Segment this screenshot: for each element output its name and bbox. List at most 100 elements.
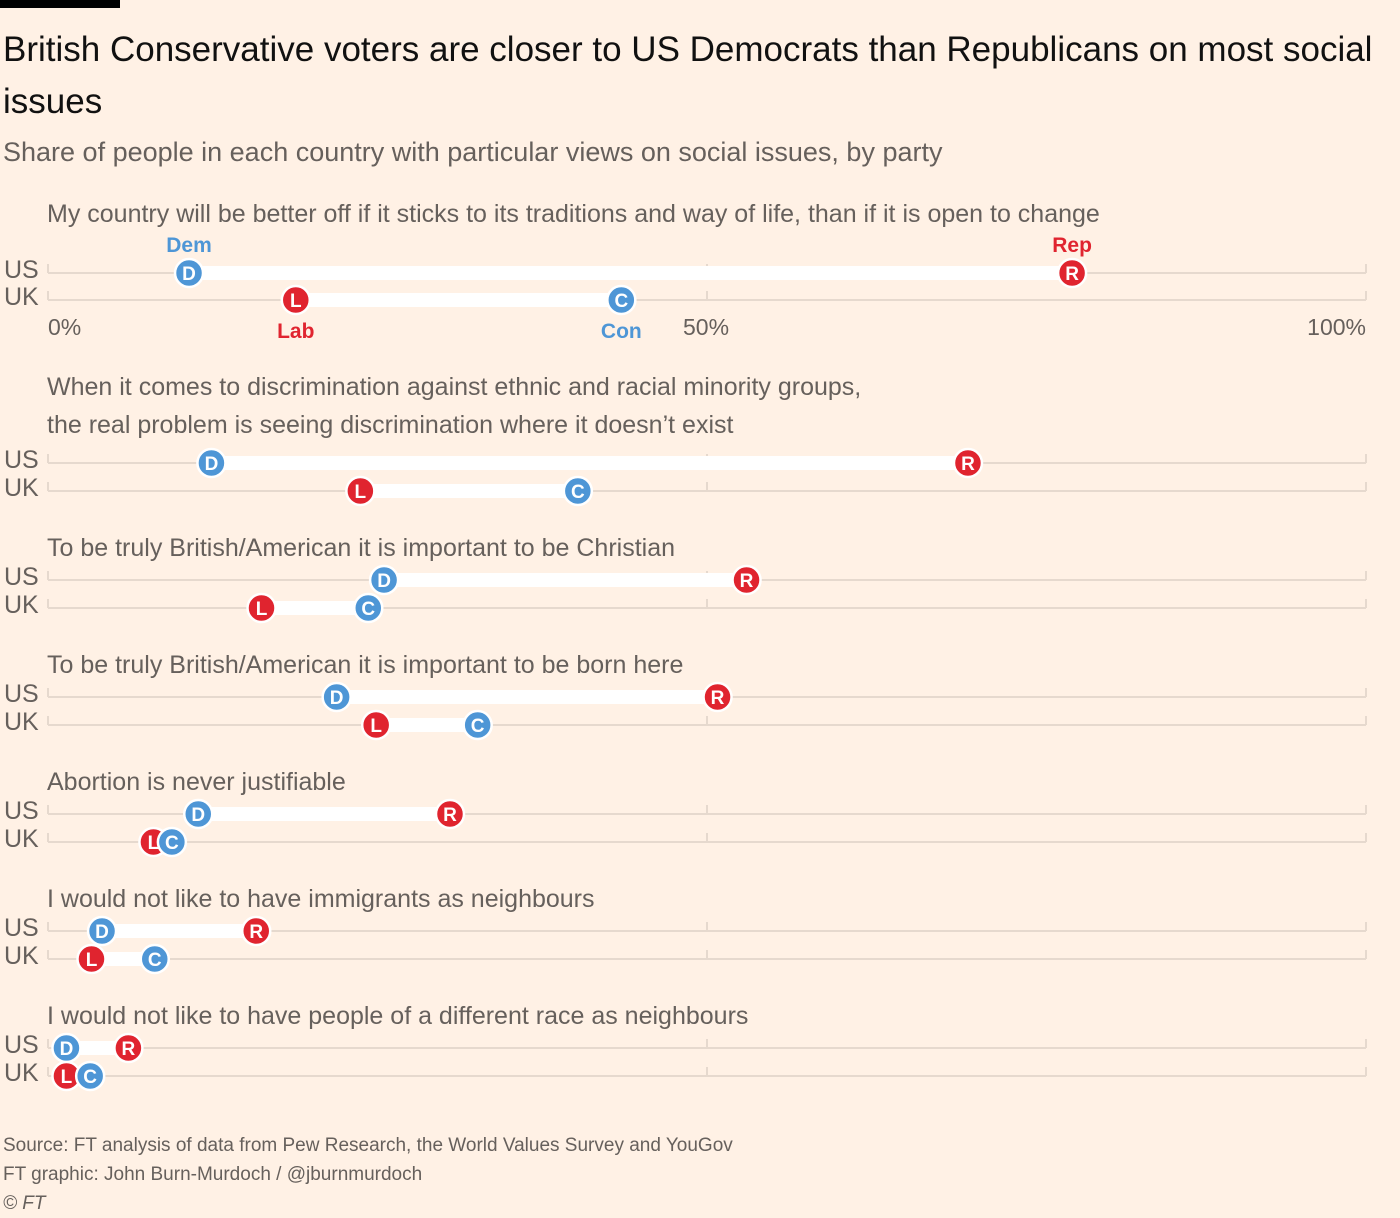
marker-letter: C bbox=[361, 599, 375, 620]
marker-letter: D bbox=[182, 264, 196, 285]
marker-letter: D bbox=[205, 454, 219, 475]
row-label-uk: UK bbox=[4, 1059, 39, 1087]
row-label-us: US bbox=[4, 797, 39, 825]
row-label-uk: UK bbox=[4, 942, 39, 970]
marker-circle bbox=[113, 1032, 144, 1064]
question-text: When it comes to discrimination against … bbox=[47, 373, 861, 401]
row-label-us: US bbox=[4, 446, 39, 474]
row-label-uk: UK bbox=[4, 283, 39, 311]
marker-circle bbox=[606, 284, 637, 316]
question-text: I would not like to have people of a dif… bbox=[47, 1002, 748, 1030]
marker-circle bbox=[360, 709, 392, 741]
marker-letter: D bbox=[191, 805, 205, 826]
source-note: Source: FT analysis of data from Pew Res… bbox=[3, 1135, 733, 1156]
marker-letter: R bbox=[122, 1039, 136, 1060]
row-label-us: US bbox=[4, 680, 39, 708]
row-label-us: US bbox=[4, 914, 39, 942]
marker-circle bbox=[196, 447, 227, 479]
marker-circle bbox=[183, 798, 214, 830]
panel-5: Abortion is never justifiable US D R UK L C bbox=[4, 768, 1367, 858]
marker-letter: L bbox=[290, 291, 302, 312]
marker-circle bbox=[1056, 257, 1088, 289]
marker-circle bbox=[345, 475, 376, 507]
marker-c: C bbox=[353, 592, 384, 624]
marker-r: R bbox=[731, 564, 762, 596]
marker-circle bbox=[462, 709, 493, 741]
marker-circle bbox=[368, 564, 400, 596]
marker-c: C bbox=[606, 284, 637, 316]
marker-l: L bbox=[280, 284, 312, 316]
panel-4: To be truly British/American it is impor… bbox=[4, 651, 1367, 741]
marker-l: L bbox=[246, 592, 277, 624]
marker-d: D bbox=[196, 447, 227, 479]
marker-r: R bbox=[240, 915, 272, 947]
marker-circle bbox=[731, 564, 762, 596]
marker-r: R bbox=[434, 798, 466, 830]
marker-letter: C bbox=[614, 291, 628, 312]
marker-letter: D bbox=[60, 1039, 74, 1060]
marker-l: L bbox=[51, 1060, 82, 1092]
marker-letter: D bbox=[377, 571, 391, 592]
marker-letter: C bbox=[165, 833, 179, 854]
marker-d: D bbox=[86, 915, 118, 947]
panel-2: When it comes to discrimination against … bbox=[4, 373, 1367, 507]
marker-circle bbox=[173, 257, 205, 289]
question-text: To be truly British/American it is impor… bbox=[47, 651, 683, 679]
marker-circle bbox=[353, 592, 384, 624]
marker-d: D bbox=[321, 681, 352, 713]
question-text: the real problem is seeing discriminatio… bbox=[47, 411, 733, 439]
marker-letter: L bbox=[61, 1067, 73, 1088]
marker-circle bbox=[139, 943, 171, 975]
marker-circle bbox=[74, 1060, 106, 1092]
row-label-us: US bbox=[4, 256, 39, 284]
tick-label-100: 100% bbox=[1307, 314, 1366, 340]
marker-r: R bbox=[1056, 257, 1088, 289]
row-label-uk: UK bbox=[4, 825, 39, 853]
marker-letter: C bbox=[148, 950, 162, 971]
legend-dem: Dem bbox=[166, 234, 212, 257]
marker-circle bbox=[702, 681, 733, 713]
marker-d: D bbox=[173, 257, 205, 289]
marker-circle bbox=[86, 915, 118, 947]
graphic-credit: FT graphic: John Burn-Murdoch / @jburnmu… bbox=[3, 1164, 423, 1185]
question-text: I would not like to have immigrants as n… bbox=[47, 885, 595, 913]
marker-letter: R bbox=[711, 688, 725, 709]
question-text: My country will be better off if it stic… bbox=[47, 200, 1100, 228]
ft-top-bar bbox=[0, 0, 120, 8]
marker-letter: R bbox=[443, 805, 457, 826]
marker-r: R bbox=[952, 447, 984, 479]
question-text: To be truly British/American it is impor… bbox=[47, 534, 675, 562]
tick-label-0: 0% bbox=[48, 314, 81, 340]
panel-6: I would not like to have immigrants as n… bbox=[4, 885, 1367, 975]
marker-circle bbox=[156, 826, 188, 858]
marker-letter: C bbox=[471, 716, 485, 737]
panel-1: My country will be better off if it stic… bbox=[4, 200, 1367, 343]
legend-rep: Rep bbox=[1052, 234, 1092, 257]
marker-c: C bbox=[156, 826, 188, 858]
marker-letter: L bbox=[256, 599, 268, 620]
marker-circle bbox=[434, 798, 466, 830]
marker-circle bbox=[76, 943, 107, 975]
marker-letter: L bbox=[355, 482, 367, 503]
marker-l: L bbox=[345, 475, 376, 507]
marker-circle bbox=[321, 681, 352, 713]
chart-subtitle: Share of people in each country with par… bbox=[3, 137, 943, 167]
marker-letter: D bbox=[95, 922, 109, 943]
marker-r: R bbox=[702, 681, 733, 713]
marker-letter: C bbox=[83, 1067, 97, 1088]
legend-con: Con bbox=[601, 320, 642, 343]
row-label-us: US bbox=[4, 563, 39, 591]
marker-letter: R bbox=[249, 922, 263, 943]
row-label-uk: UK bbox=[4, 708, 39, 736]
marker-letter: R bbox=[740, 571, 754, 592]
marker-letter: R bbox=[1065, 264, 1079, 285]
panel-3: To be truly British/American it is impor… bbox=[4, 534, 1367, 624]
marker-circle bbox=[562, 475, 594, 507]
marker-letter: L bbox=[86, 950, 98, 971]
marker-d: D bbox=[183, 798, 214, 830]
marker-letter: L bbox=[148, 833, 160, 854]
legend-lab: Lab bbox=[277, 320, 314, 343]
marker-letter: C bbox=[571, 482, 585, 503]
marker-d: D bbox=[51, 1032, 82, 1064]
